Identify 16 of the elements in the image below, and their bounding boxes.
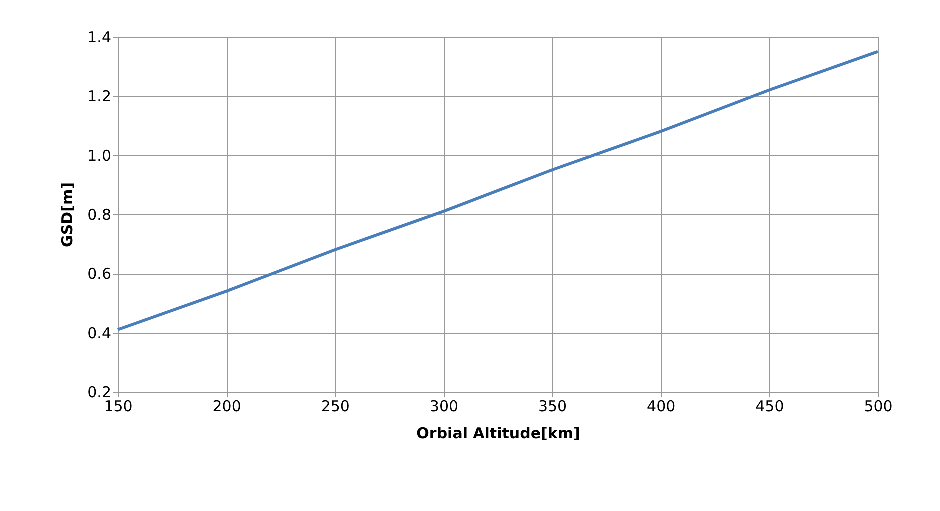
- x-tick-label: 250: [321, 398, 350, 416]
- y-tick-label: 1.2: [88, 88, 112, 106]
- x-tick-label: 400: [647, 398, 676, 416]
- x-tick-label: 300: [430, 398, 459, 416]
- x-tick-label: 500: [864, 398, 893, 416]
- y-axis-title: GSD[m]: [58, 182, 77, 248]
- y-tick-label: 0.6: [88, 265, 112, 284]
- y-tick-label: 0.8: [88, 206, 112, 224]
- x-tick-label: 350: [538, 398, 568, 416]
- y-tick-label: 1.0: [88, 146, 112, 165]
- y-tick-label: 0.4: [88, 324, 112, 342]
- x-axis-title: Orbial Altitude[km]: [416, 424, 580, 442]
- x-tick-label: 200: [212, 398, 242, 416]
- line-series: [116, 50, 880, 332]
- y-tick-label: 1.4: [88, 28, 112, 46]
- x-tick-label: 450: [756, 398, 784, 416]
